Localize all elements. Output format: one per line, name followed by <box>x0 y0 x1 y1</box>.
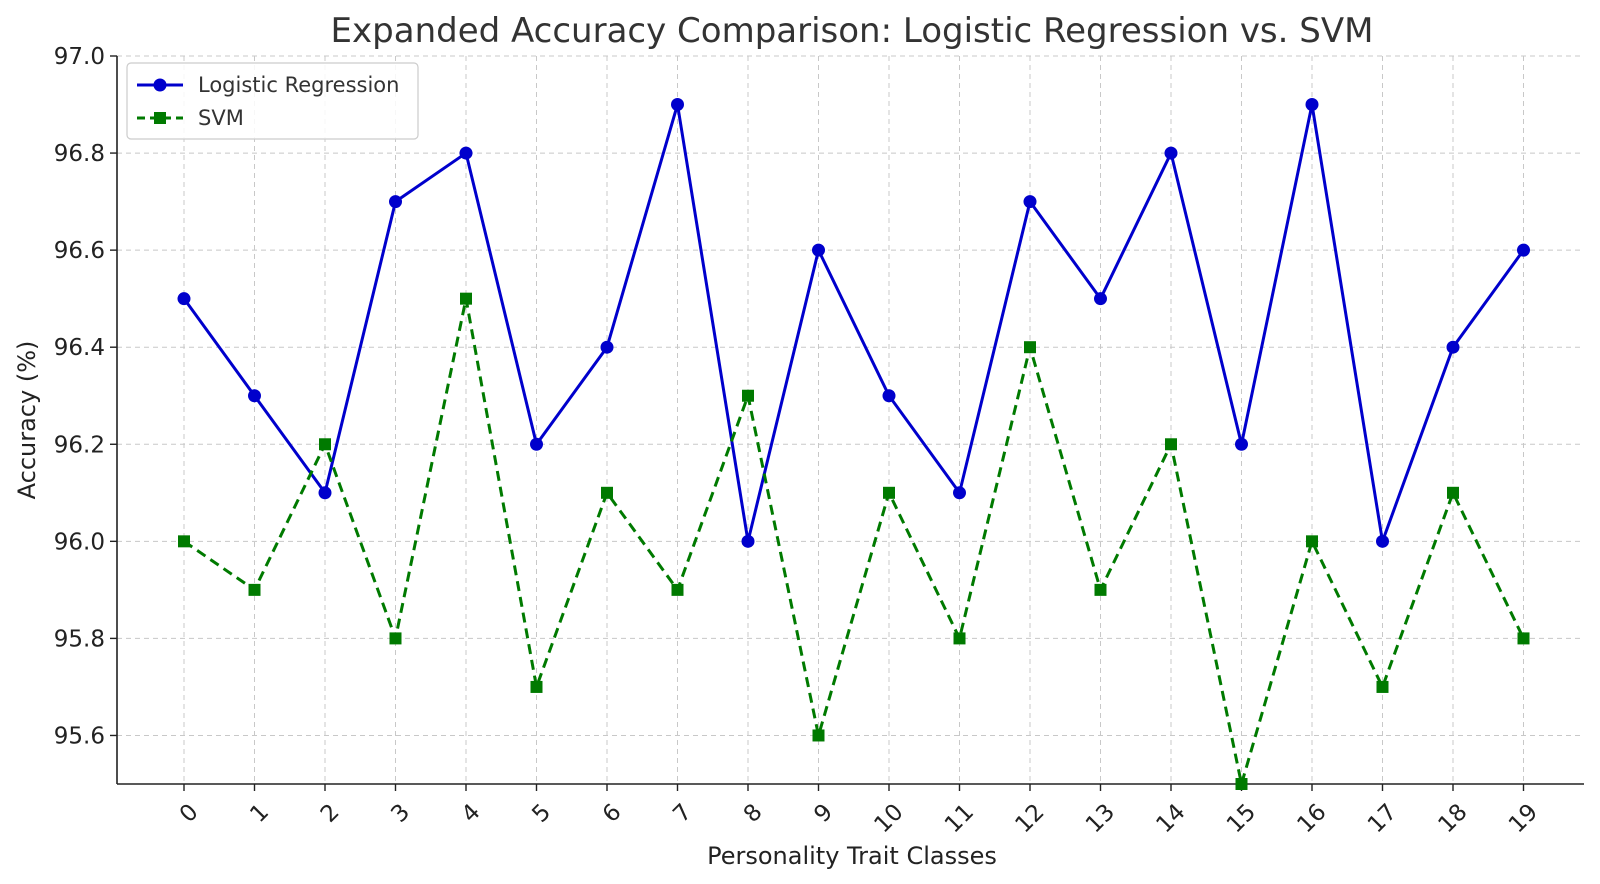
data-point-logistic-regression <box>882 389 896 403</box>
data-point-svm <box>1376 680 1389 693</box>
data-point-svm <box>1165 438 1177 451</box>
legend-marker-svm <box>154 112 166 124</box>
series-layer <box>177 98 1530 790</box>
data-point-svm <box>1306 535 1318 548</box>
y-tick-label: 96.8 <box>54 141 105 167</box>
y-tick-label: 96.0 <box>54 529 105 555</box>
y-tick-label: 96.4 <box>54 335 105 361</box>
data-point-logistic-regression <box>459 146 473 160</box>
grid <box>117 55 1584 784</box>
data-point-logistic-regression <box>177 292 191 306</box>
data-point-svm <box>389 632 402 645</box>
legend-box <box>126 62 419 140</box>
series-line-logistic-regression <box>182 103 1525 543</box>
data-point-logistic-regression <box>1376 534 1389 548</box>
y-axis-ticks: 95.6 95.8 96.0 96.2 96.4 96.6 96.8 97.0 <box>54 44 117 749</box>
data-point-logistic-regression <box>248 389 261 403</box>
data-point-logistic-regression <box>953 486 966 500</box>
series-line-svm <box>183 297 1525 786</box>
data-point-svm <box>1094 583 1107 596</box>
axes <box>116 56 1584 785</box>
data-point-logistic-regression <box>318 486 332 500</box>
data-point-logistic-regression <box>530 437 543 451</box>
y-tick-label: 95.6 <box>54 723 105 749</box>
data-point-svm <box>1517 632 1530 645</box>
chart-title: Expanded Accuracy Comparison: Logistic R… <box>331 11 1374 51</box>
data-point-svm <box>460 292 472 305</box>
data-point-svm <box>530 680 543 693</box>
data-point-svm <box>1235 778 1248 790</box>
data-point-svm <box>1447 486 1459 499</box>
data-point-svm <box>953 632 966 645</box>
y-tick-label: 96.6 <box>54 238 105 264</box>
data-point-svm <box>883 486 895 499</box>
data-point-logistic-regression <box>671 98 684 112</box>
x-axis-label: Personality Trait Classes <box>707 842 997 870</box>
data-point-svm <box>319 438 331 451</box>
data-point-logistic-regression <box>389 195 402 209</box>
y-tick-label: 97.0 <box>54 44 105 70</box>
data-point-svm <box>601 486 613 499</box>
legend-label-svm: SVM <box>198 106 244 130</box>
data-point-logistic-regression <box>1023 195 1037 209</box>
data-point-svm <box>671 583 684 596</box>
data-point-logistic-regression <box>1164 146 1178 160</box>
data-point-logistic-regression <box>1094 292 1107 306</box>
legend-marker-logistic-regression <box>153 78 167 92</box>
y-tick-label: 95.8 <box>54 626 105 652</box>
data-point-logistic-regression <box>1517 243 1530 257</box>
y-tick-label: 96.2 <box>54 432 105 458</box>
legend: Logistic Regression SVM <box>126 62 419 140</box>
data-point-logistic-regression <box>741 534 755 548</box>
data-point-logistic-regression <box>1235 437 1248 451</box>
data-point-svm <box>178 535 190 548</box>
legend-label-logistic-regression: Logistic Regression <box>198 73 399 97</box>
data-point-logistic-regression <box>812 243 825 257</box>
data-point-svm <box>812 729 825 742</box>
data-point-logistic-regression <box>1446 340 1460 354</box>
data-point-logistic-regression <box>600 340 614 354</box>
data-point-svm <box>248 583 261 596</box>
y-axis-label: Accuracy (%) <box>13 341 41 500</box>
data-point-svm <box>1024 341 1036 354</box>
data-point-logistic-regression <box>1305 98 1319 112</box>
data-point-svm <box>742 389 754 402</box>
